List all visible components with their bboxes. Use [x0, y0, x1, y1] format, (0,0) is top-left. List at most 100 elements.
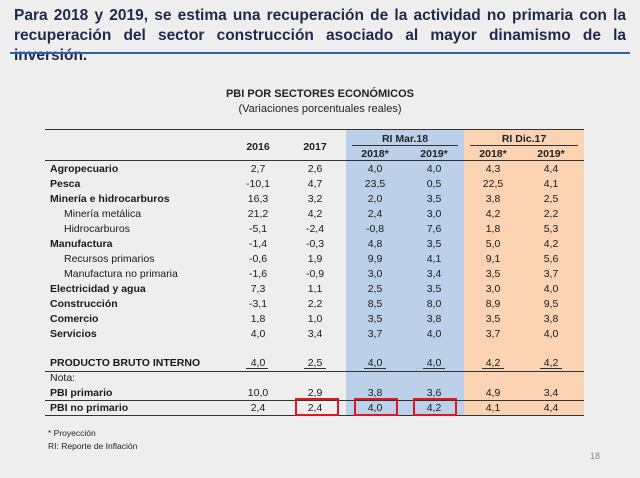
table-top-rule — [45, 129, 584, 130]
cell-ridic-2018: 3,0 — [485, 283, 501, 295]
table-row: Servicios 4,0 3,4 3,7 4,0 3,7 4,0 — [0, 327, 640, 342]
cell-rimar-2018: 3,8 — [367, 387, 383, 399]
cell-ridic-2019: 2,2 — [543, 208, 559, 220]
pbi-underline — [364, 368, 386, 369]
pbi-underline — [246, 368, 268, 369]
nota-rule — [45, 400, 584, 401]
table-row: Hidrocarburos -5,1 -2,4 -0,8 7,6 1,8 5,3 — [0, 222, 640, 237]
table-row: Construcción -3,1 2,2 8,5 8,0 8,9 9,5 — [0, 297, 640, 312]
cell-ridic-2019: 5,3 — [543, 223, 559, 235]
cell-rimar-2019: 4,0 — [426, 328, 442, 340]
row-label: Minería metálica — [64, 208, 142, 220]
cell-2016: -5,1 — [248, 223, 268, 235]
cell-ridic-2018: 3,5 — [485, 268, 501, 280]
row-label: Pesca — [50, 178, 81, 190]
cell-ridic-2018: 3,8 — [485, 193, 501, 205]
cell-2016: -1,4 — [248, 238, 268, 250]
cell-rimar-2018: 2,0 — [367, 193, 383, 205]
cell-rimar-2018: 4,0 — [367, 402, 383, 414]
title-divider — [10, 52, 630, 54]
row-label: Recursos primarios — [64, 253, 155, 265]
cell-2016: 7,3 — [250, 283, 266, 295]
cell-2016: 4,0 — [250, 328, 266, 340]
header-ri-dic17: RI Dic.17 — [501, 133, 547, 145]
cell-rimar-2019: 3,5 — [426, 283, 442, 295]
cell-ridic-2019: 5,6 — [543, 253, 559, 265]
cell-rimar-2019: 3,4 — [426, 268, 442, 280]
cell-2017: 2,6 — [307, 163, 323, 175]
cell-2016: 21,2 — [247, 208, 269, 220]
cell-rimar-2018: 23,5 — [364, 178, 386, 190]
table-row: Minería e hidrocarburos 16,3 3,2 2,0 3,5 3,8 2… — [0, 192, 640, 207]
cell-2016: -0,6 — [248, 253, 268, 265]
cell-ridic-2019: 4,4 — [543, 402, 559, 414]
pbi-underline — [482, 368, 504, 369]
cell-rimar-2018: 9,9 — [367, 253, 383, 265]
table-row-pbi-primario: PBI primario 10,0 2,9 3,8 3,6 4,9 3,4 — [0, 386, 640, 401]
cell-rimar-2019: 7,6 — [426, 223, 442, 235]
slide-title: Para 2018 y 2019, se estima una recupera… — [14, 7, 626, 64]
cell-rimar-2019: 3,8 — [426, 313, 442, 325]
table-row: Agropecuario 2,7 2,6 4,0 4,0 4,3 4,4 — [0, 162, 640, 177]
cell-2016: -1,6 — [248, 268, 268, 280]
cell-2016: 4,0 — [250, 357, 266, 369]
footnote-ri: RI: Reporte de Inflación — [48, 441, 138, 451]
cell-rimar-2018: 4,8 — [367, 238, 383, 250]
row-label: Electricidad y agua — [50, 283, 146, 295]
cell-ridic-2018: 4,2 — [485, 208, 501, 220]
cell-ridic-2018: 4,2 — [485, 357, 501, 369]
table-row: Pesca -10,1 4,7 23,5 0,5 22,5 4,1 — [0, 177, 640, 192]
row-label: PRODUCTO BRUTO INTERNO — [50, 357, 201, 369]
highlight-box — [413, 398, 457, 416]
cell-2017: 4,7 — [307, 178, 323, 190]
cell-2017: 1,1 — [307, 283, 323, 295]
pbi-underline — [304, 368, 326, 369]
cell-rimar-2018: 4,0 — [367, 163, 383, 175]
cell-ridic-2018: 22,5 — [482, 178, 504, 190]
cell-2016: 10,0 — [247, 387, 269, 399]
cell-2017: -2,4 — [305, 223, 325, 235]
row-label: Comercio — [50, 313, 99, 325]
cell-ridic-2018: 9,1 — [485, 253, 501, 265]
nota-label: Nota: — [50, 372, 76, 384]
cell-ridic-2018: 5,0 — [485, 238, 501, 250]
cell-ridic-2019: 4,2 — [543, 238, 559, 250]
cell-ridic-2018: 4,1 — [485, 402, 501, 414]
cell-2017: 4,2 — [307, 208, 323, 220]
cell-ridic-2018: 3,5 — [485, 313, 501, 325]
row-label: Manufactura no primaria — [64, 268, 178, 280]
table-header-rule — [45, 160, 584, 161]
cell-ridic-2019: 4,0 — [543, 283, 559, 295]
cell-ridic-2019: 4,1 — [543, 178, 559, 190]
ri-mar18-underline — [352, 145, 458, 146]
cell-2016: 1,8 — [250, 313, 266, 325]
row-label: Manufactura — [50, 238, 113, 250]
cell-rimar-2019: 4,0 — [426, 357, 442, 369]
row-label: Hidrocarburos — [64, 223, 130, 235]
cell-rimar-2018: 8,5 — [367, 298, 383, 310]
table-row: Electricidad y agua 7,3 1,1 2,5 3,5 3,0 4,0 — [0, 282, 640, 297]
row-label: Agropecuario — [50, 163, 119, 175]
cell-rimar-2018: 4,0 — [367, 357, 383, 369]
pbi-rule — [45, 371, 584, 372]
table-row-pbi-no-primario: PBI no primario 2,4 2,4 4,0 4,2 4,1 4,4 — [0, 401, 640, 416]
table-subtitle: (Variaciones porcentuales reales) — [238, 103, 402, 115]
cell-2017: 3,2 — [307, 193, 323, 205]
cell-ridic-2018: 4,3 — [485, 163, 501, 175]
cell-2016: 16,3 — [247, 193, 269, 205]
pbi-underline — [423, 368, 445, 369]
cell-ridic-2019: 3,4 — [543, 387, 559, 399]
cell-2016: 2,4 — [250, 402, 266, 414]
cell-rimar-2018: 3,5 — [367, 313, 383, 325]
cell-rimar-2019: 3,5 — [426, 193, 442, 205]
table-title: PBI POR SECTORES ECONÓMICOS — [225, 88, 415, 100]
highlight-box — [354, 398, 398, 416]
cell-ridic-2019: 4,0 — [543, 328, 559, 340]
cell-rimar-2018: -0,8 — [365, 223, 385, 235]
cell-rimar-2019: 3,5 — [426, 238, 442, 250]
cell-ridic-2018: 3,7 — [485, 328, 501, 340]
cell-rimar-2019: 4,0 — [426, 163, 442, 175]
cell-ridic-2019: 2,5 — [543, 193, 559, 205]
cell-rimar-2018: 2,4 — [367, 208, 383, 220]
table-row: Minería metálica 21,2 4,2 2,4 3,0 4,2 2,2 — [0, 207, 640, 222]
